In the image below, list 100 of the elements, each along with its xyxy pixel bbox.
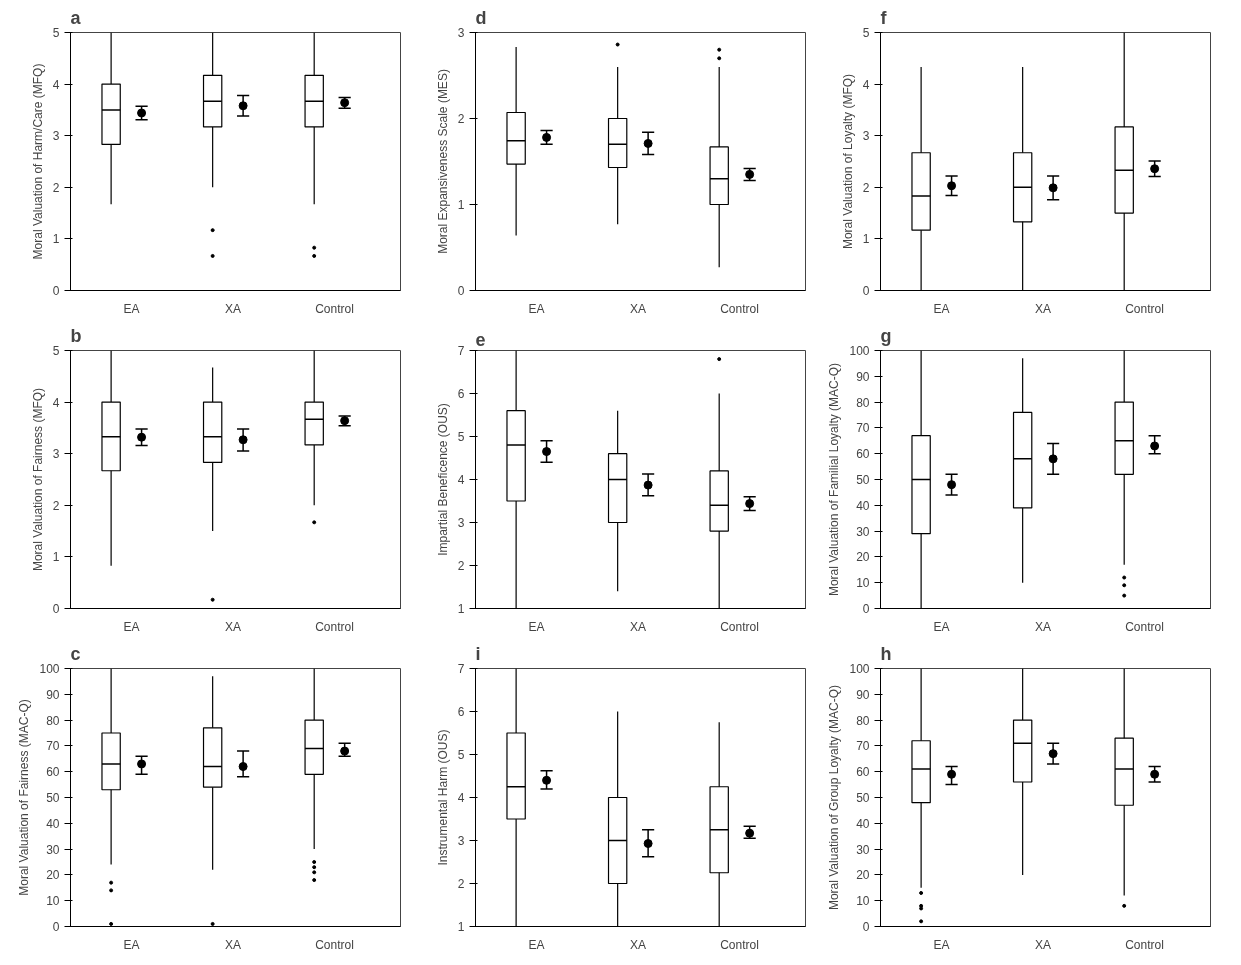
y-tick-label: 5 — [457, 748, 465, 762]
y-tick-label: 10 — [856, 576, 870, 591]
y-tick-label: 5 — [457, 430, 465, 444]
y-tick-label: 0 — [862, 920, 870, 934]
chart-title: a — [70, 7, 82, 28]
y-tick-label: 20 — [856, 868, 870, 883]
x-tick-label: Control — [315, 301, 354, 316]
chart-title: g — [880, 325, 892, 346]
y-tick-label: 50 — [46, 791, 60, 805]
x-tick-label: XA — [224, 937, 241, 952]
x-tick-label: XA — [1034, 619, 1051, 634]
x-tick-label: EA — [933, 937, 950, 952]
y-tick-label: 70 — [46, 739, 60, 754]
y-tick-label: 5 — [52, 26, 60, 40]
y-axis-title: Moral Valuation of Fairness (MAC-Q) — [17, 699, 32, 896]
y-tick-label: 80 — [856, 713, 870, 728]
y-tick-label: 4 — [457, 473, 465, 487]
x-tick-label: XA — [629, 301, 646, 316]
y-tick-label: 2 — [52, 498, 60, 513]
x-tick-label: XA — [629, 619, 646, 634]
y-axis-title: Moral Valuation of Familial Loyalty (MAC-Q) — [827, 362, 842, 597]
y-tick-label: 3 — [52, 447, 60, 462]
y-axis-title: Moral Valuation of Fairness (MFQ) — [30, 387, 45, 572]
y-tick-label: 30 — [46, 842, 60, 857]
y-tick-label: 4 — [862, 77, 870, 92]
y-tick-label: 90 — [856, 369, 870, 384]
y-tick-label: 10 — [46, 894, 60, 909]
y-tick-label: 0 — [52, 602, 60, 616]
y-tick-label: 3 — [52, 129, 60, 144]
y-tick-label: 0 — [457, 284, 465, 298]
y-tick-label: 3 — [457, 516, 465, 530]
y-tick-label: 10 — [856, 894, 870, 909]
x-tick-label: XA — [224, 619, 241, 634]
y-axis-title: Moral Valuation of Loyalty (MFQ) — [840, 73, 855, 250]
y-tick-label: 60 — [856, 447, 870, 462]
x-tick-label: XA — [629, 937, 646, 952]
x-tick-label: XA — [1034, 301, 1051, 316]
x-tick-label: Control — [315, 619, 354, 634]
x-tick-label: Control — [720, 937, 759, 952]
y-tick-label: 1 — [52, 232, 60, 247]
x-tick-label: EA — [123, 937, 140, 952]
chart-title: f — [880, 7, 888, 28]
y-tick-label: 30 — [856, 524, 870, 539]
chart-title: d — [475, 7, 487, 28]
x-tick-label: Control — [720, 619, 759, 634]
y-axis-title: Moral Expansiveness Scale (MES) — [435, 69, 450, 254]
y-tick-label: 20 — [856, 550, 870, 565]
y-tick-label: 2 — [457, 559, 465, 573]
y-tick-label: 7 — [457, 344, 465, 358]
y-tick-label: 90 — [856, 687, 870, 702]
x-tick-label: Control — [1125, 301, 1164, 316]
y-tick-label: 4 — [52, 395, 60, 410]
y-tick-label: 2 — [52, 180, 60, 195]
y-tick-label: 100 — [39, 662, 60, 676]
y-tick-label: 40 — [46, 816, 60, 831]
y-tick-label: 30 — [856, 842, 870, 857]
x-tick-label: Control — [315, 937, 354, 952]
y-tick-label: 5 — [52, 344, 60, 358]
x-tick-label: EA — [123, 301, 140, 316]
x-tick-label: EA — [123, 619, 140, 634]
y-tick-label: 2 — [457, 112, 465, 126]
x-tick-label: Control — [720, 301, 759, 316]
y-tick-label: 2 — [457, 877, 465, 891]
y-tick-label: 0 — [52, 284, 60, 298]
x-tick-label: EA — [528, 937, 545, 952]
x-tick-label: EA — [933, 301, 950, 316]
y-tick-label: 4 — [457, 791, 465, 805]
y-tick-label: 40 — [856, 816, 870, 831]
y-axis-title: Instrumental Harm (OUS) — [435, 729, 450, 866]
y-axis-title: Impartial Beneficence (OUS) — [435, 403, 450, 556]
y-tick-label: 0 — [862, 284, 870, 298]
y-tick-label: 6 — [457, 387, 465, 401]
y-tick-label: 40 — [856, 498, 870, 513]
y-tick-label: 2 — [862, 180, 870, 195]
y-tick-label: 3 — [457, 26, 465, 40]
chart-title: i — [475, 643, 481, 664]
y-tick-label: 1 — [457, 198, 465, 212]
y-tick-label: 100 — [849, 662, 870, 676]
y-axis-title: Moral Valuation of Group Loyalty (MAC-Q) — [827, 684, 842, 911]
x-tick-label: Control — [1125, 937, 1164, 952]
y-tick-label: 50 — [856, 791, 870, 805]
y-tick-label: 60 — [856, 765, 870, 780]
y-tick-label: 7 — [457, 662, 465, 676]
chart-title: b — [70, 325, 82, 346]
y-tick-label: 100 — [849, 344, 870, 358]
x-tick-label: XA — [1034, 937, 1051, 952]
chart-title: c — [70, 643, 81, 664]
y-tick-label: 1 — [52, 550, 60, 565]
y-tick-label: 1 — [457, 602, 465, 616]
x-tick-label: EA — [933, 619, 950, 634]
y-tick-label: 90 — [46, 687, 60, 702]
y-tick-label: 60 — [46, 765, 60, 780]
y-tick-label: 50 — [856, 473, 870, 487]
chart-title: e — [475, 329, 486, 350]
y-tick-label: 80 — [856, 395, 870, 410]
y-tick-label: 4 — [52, 77, 60, 92]
y-tick-label: 0 — [862, 602, 870, 616]
y-tick-label: 70 — [856, 421, 870, 436]
y-tick-label: 6 — [457, 705, 465, 719]
x-tick-label: Control — [1125, 619, 1164, 634]
